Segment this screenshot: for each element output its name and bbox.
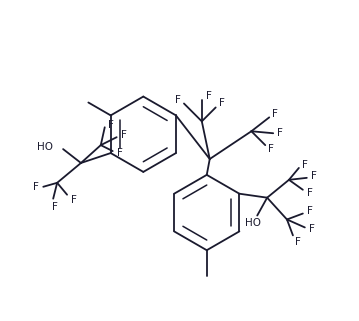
- Text: F: F: [311, 171, 317, 181]
- Text: F: F: [307, 188, 313, 198]
- Text: F: F: [71, 195, 77, 205]
- Text: F: F: [302, 160, 308, 170]
- Text: F: F: [121, 130, 126, 140]
- Text: F: F: [272, 109, 278, 119]
- Text: F: F: [108, 120, 114, 130]
- Text: F: F: [219, 99, 225, 108]
- Text: F: F: [268, 144, 274, 154]
- Text: F: F: [307, 205, 313, 216]
- Text: F: F: [295, 237, 301, 247]
- Text: F: F: [309, 224, 315, 234]
- Text: F: F: [33, 182, 39, 192]
- Text: F: F: [52, 202, 58, 212]
- Text: HO: HO: [245, 219, 261, 229]
- Text: F: F: [117, 148, 122, 158]
- Text: F: F: [206, 91, 212, 100]
- Text: HO: HO: [37, 142, 53, 152]
- Text: F: F: [175, 94, 181, 105]
- Text: F: F: [277, 128, 283, 138]
